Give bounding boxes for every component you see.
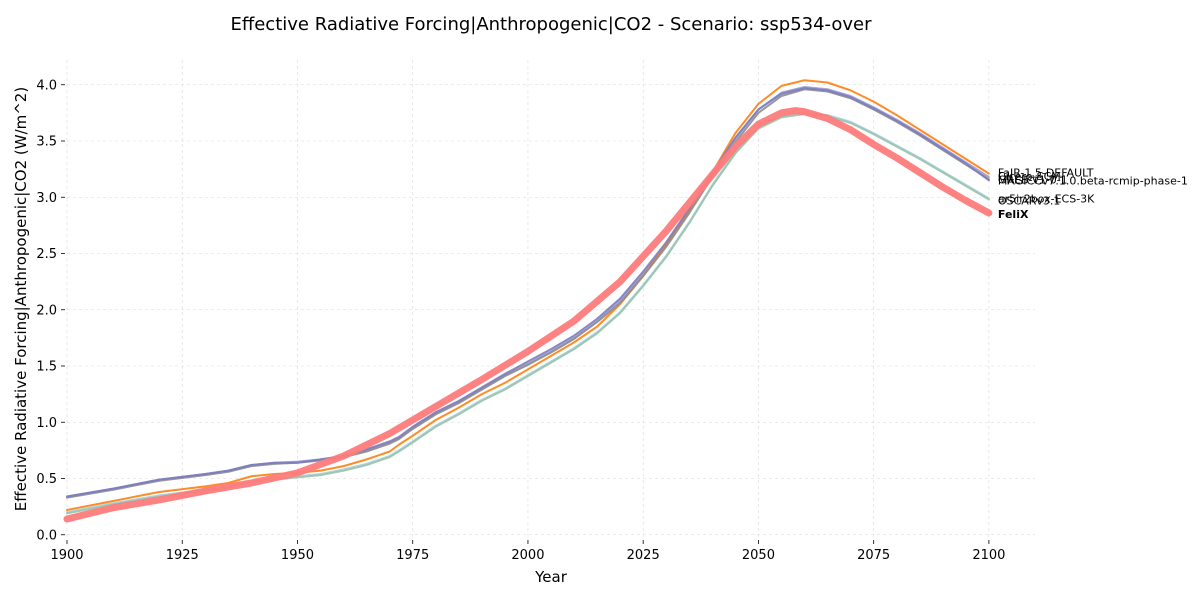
x-tick-label: 2000: [511, 548, 544, 563]
end-label: FaIR-1.5-DEFAULT: [998, 167, 1094, 180]
end-label: GREB-v1-0-1: [998, 173, 1068, 186]
x-axis-ticks: 1900 1925 1950 1975 2000 2025 2050 2075 2100: [50, 540, 1005, 563]
end-label: MAGICCv7.1.0.beta-rcmip-phase-1: [998, 174, 1188, 187]
y-tick-label: 1.0: [36, 416, 57, 431]
y-tick-label: 3.0: [36, 191, 57, 206]
end-label: Cicero-SCM: [998, 170, 1061, 183]
x-tick-label: 1900: [50, 548, 83, 563]
series-layer: [63, 79, 993, 523]
end-label: FeliX: [998, 208, 1029, 221]
x-tick-label: 1975: [396, 548, 429, 563]
x-axis-label: Year: [534, 568, 568, 586]
y-tick-label: 0.0: [36, 528, 57, 543]
end-label: ar5ir2box-ECS-3K: [998, 192, 1095, 205]
x-tick-label: 2100: [972, 548, 1005, 563]
y-tick-label: 2.0: [36, 303, 57, 318]
y-axis-ticks: 0.0 0.5 1.0 1.5 2.0 2.5 3.0 3.5 4.0: [36, 78, 65, 543]
y-tick-label: 0.5: [36, 472, 57, 487]
end-labels: FaIR-1.5-DEFAULTCicero-SCMGREB-v1-0-1MAG…: [998, 167, 1188, 222]
y-tick-label: 1.5: [36, 360, 57, 375]
y-tick-label: 3.5: [36, 135, 57, 150]
x-tick-label: 2075: [857, 548, 890, 563]
grid: [66, 60, 1035, 537]
y-axis-label: Effective Radiative Forcing|Anthropogeni…: [12, 87, 30, 511]
end-label: OSCARv3.1: [998, 195, 1061, 208]
x-tick-label: 2025: [627, 548, 660, 563]
x-tick-label: 1950: [281, 548, 314, 563]
series-line-felix: [63, 107, 993, 523]
series-line-cicero-scm: [66, 86, 990, 498]
series-line-magiccv7-1-0-beta-rcmip-phase-1: [66, 87, 990, 498]
x-tick-label: 2050: [742, 548, 775, 563]
y-tick-label: 2.5: [36, 247, 57, 262]
chart-title: Effective Radiative Forcing|Anthropogeni…: [230, 14, 872, 35]
y-tick-label: 4.0: [36, 78, 57, 93]
x-tick-label: 1925: [166, 548, 199, 563]
